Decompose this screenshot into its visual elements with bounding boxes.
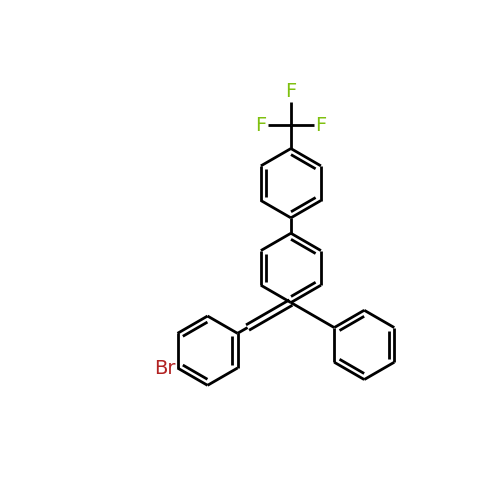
Text: F: F <box>316 116 327 135</box>
Text: F: F <box>255 116 266 135</box>
Text: F: F <box>286 82 296 101</box>
Text: Br: Br <box>154 358 175 378</box>
